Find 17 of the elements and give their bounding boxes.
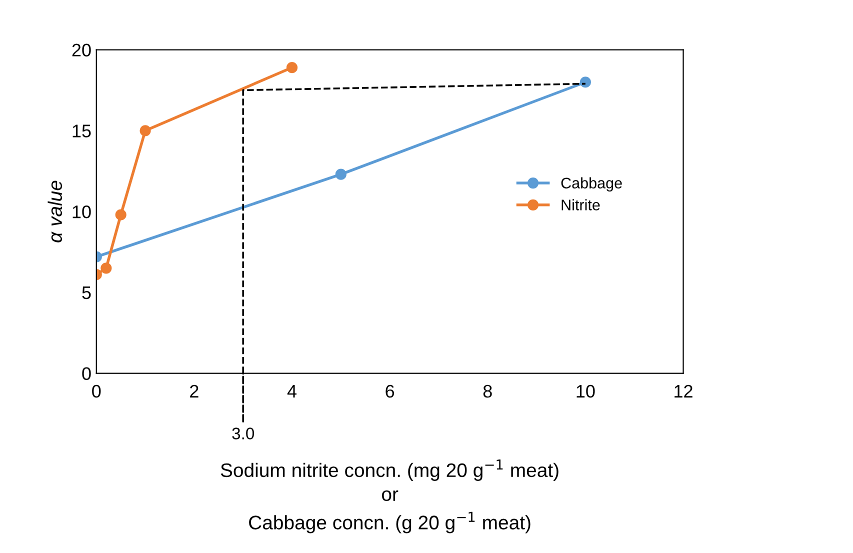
y-tick-label: 20 — [72, 44, 91, 56]
legend-label: Nitrite — [562, 199, 600, 210]
x-tick-label: 6 — [386, 384, 394, 398]
x-tick-label: 0 — [92, 384, 101, 398]
y-tick-label: 15 — [72, 124, 91, 138]
y-tick-label: 10 — [72, 205, 91, 218]
x-tick-label: 2 — [190, 384, 198, 398]
x-tick-label: 12 — [674, 384, 692, 398]
x-tick-label: 8 — [483, 384, 492, 398]
x-tick-label: 10 — [576, 384, 595, 398]
annotation: 3.0 — [232, 428, 254, 440]
legend-label: Cabbage — [561, 177, 622, 192]
y-axis-title: α value — [48, 180, 62, 242]
x-tick-label: 4 — [287, 385, 297, 398]
y-tick-label: 0 — [82, 367, 91, 380]
text: Sodium nitrite concn. (mg 20 g$^{−1}$ meat) or Cabbage concn. (g 20 g$^{−1}$ meat) — [220, 460, 558, 534]
y-tick-label: 5 — [82, 286, 91, 300]
